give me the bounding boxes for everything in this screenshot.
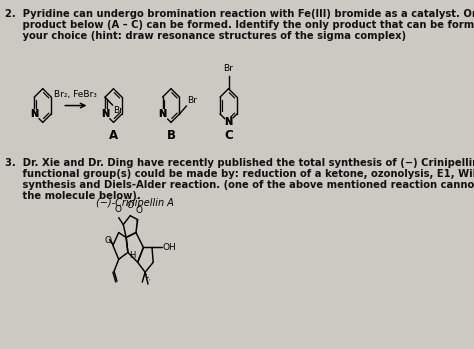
- Text: Br: Br: [187, 96, 197, 105]
- Text: A: A: [109, 129, 118, 142]
- Text: N: N: [225, 117, 233, 127]
- Text: O: O: [114, 205, 121, 214]
- Text: O: O: [136, 206, 143, 215]
- Text: H: H: [129, 251, 136, 260]
- Text: OH: OH: [163, 243, 177, 252]
- Text: N: N: [158, 109, 166, 119]
- Text: O: O: [105, 236, 112, 245]
- Text: N: N: [225, 117, 233, 127]
- Text: (−)-Crinipellin A: (−)-Crinipellin A: [96, 198, 174, 208]
- Text: product below (A – C) can be formed. Identify the only product that can be forme: product below (A – C) can be formed. Ide…: [5, 20, 474, 30]
- Text: Br: Br: [224, 64, 234, 73]
- Text: functional group(s) could be made by: reduction of a ketone, ozonolysis, E1, Wil: functional group(s) could be made by: re…: [5, 169, 474, 179]
- Text: N: N: [158, 109, 166, 119]
- Text: C: C: [224, 129, 233, 142]
- Text: the molecule below).: the molecule below).: [5, 191, 141, 201]
- Text: Br: Br: [113, 106, 123, 115]
- Text: N: N: [30, 109, 38, 119]
- Text: N: N: [101, 109, 109, 119]
- Text: O: O: [127, 201, 134, 210]
- Text: N: N: [30, 109, 38, 119]
- Text: N: N: [101, 109, 109, 119]
- Text: 3.  Dr. Xie and Dr. Ding have recently published the total synthesis of (−) Crin: 3. Dr. Xie and Dr. Ding have recently pu…: [5, 158, 474, 168]
- Text: your choice (hint: draw resonance structures of the sigma complex): your choice (hint: draw resonance struct…: [5, 31, 406, 41]
- Text: synthesis and Diels-Alder reaction. (one of the above mentioned reaction cannot : synthesis and Diels-Alder reaction. (one…: [5, 180, 474, 190]
- Text: Br₂, FeBr₃: Br₂, FeBr₃: [54, 90, 97, 99]
- Text: 2.  Pyridine can undergo bromination reaction with Fe(III) bromide as a catalyst: 2. Pyridine can undergo bromination reac…: [5, 9, 474, 19]
- Text: B: B: [166, 129, 175, 142]
